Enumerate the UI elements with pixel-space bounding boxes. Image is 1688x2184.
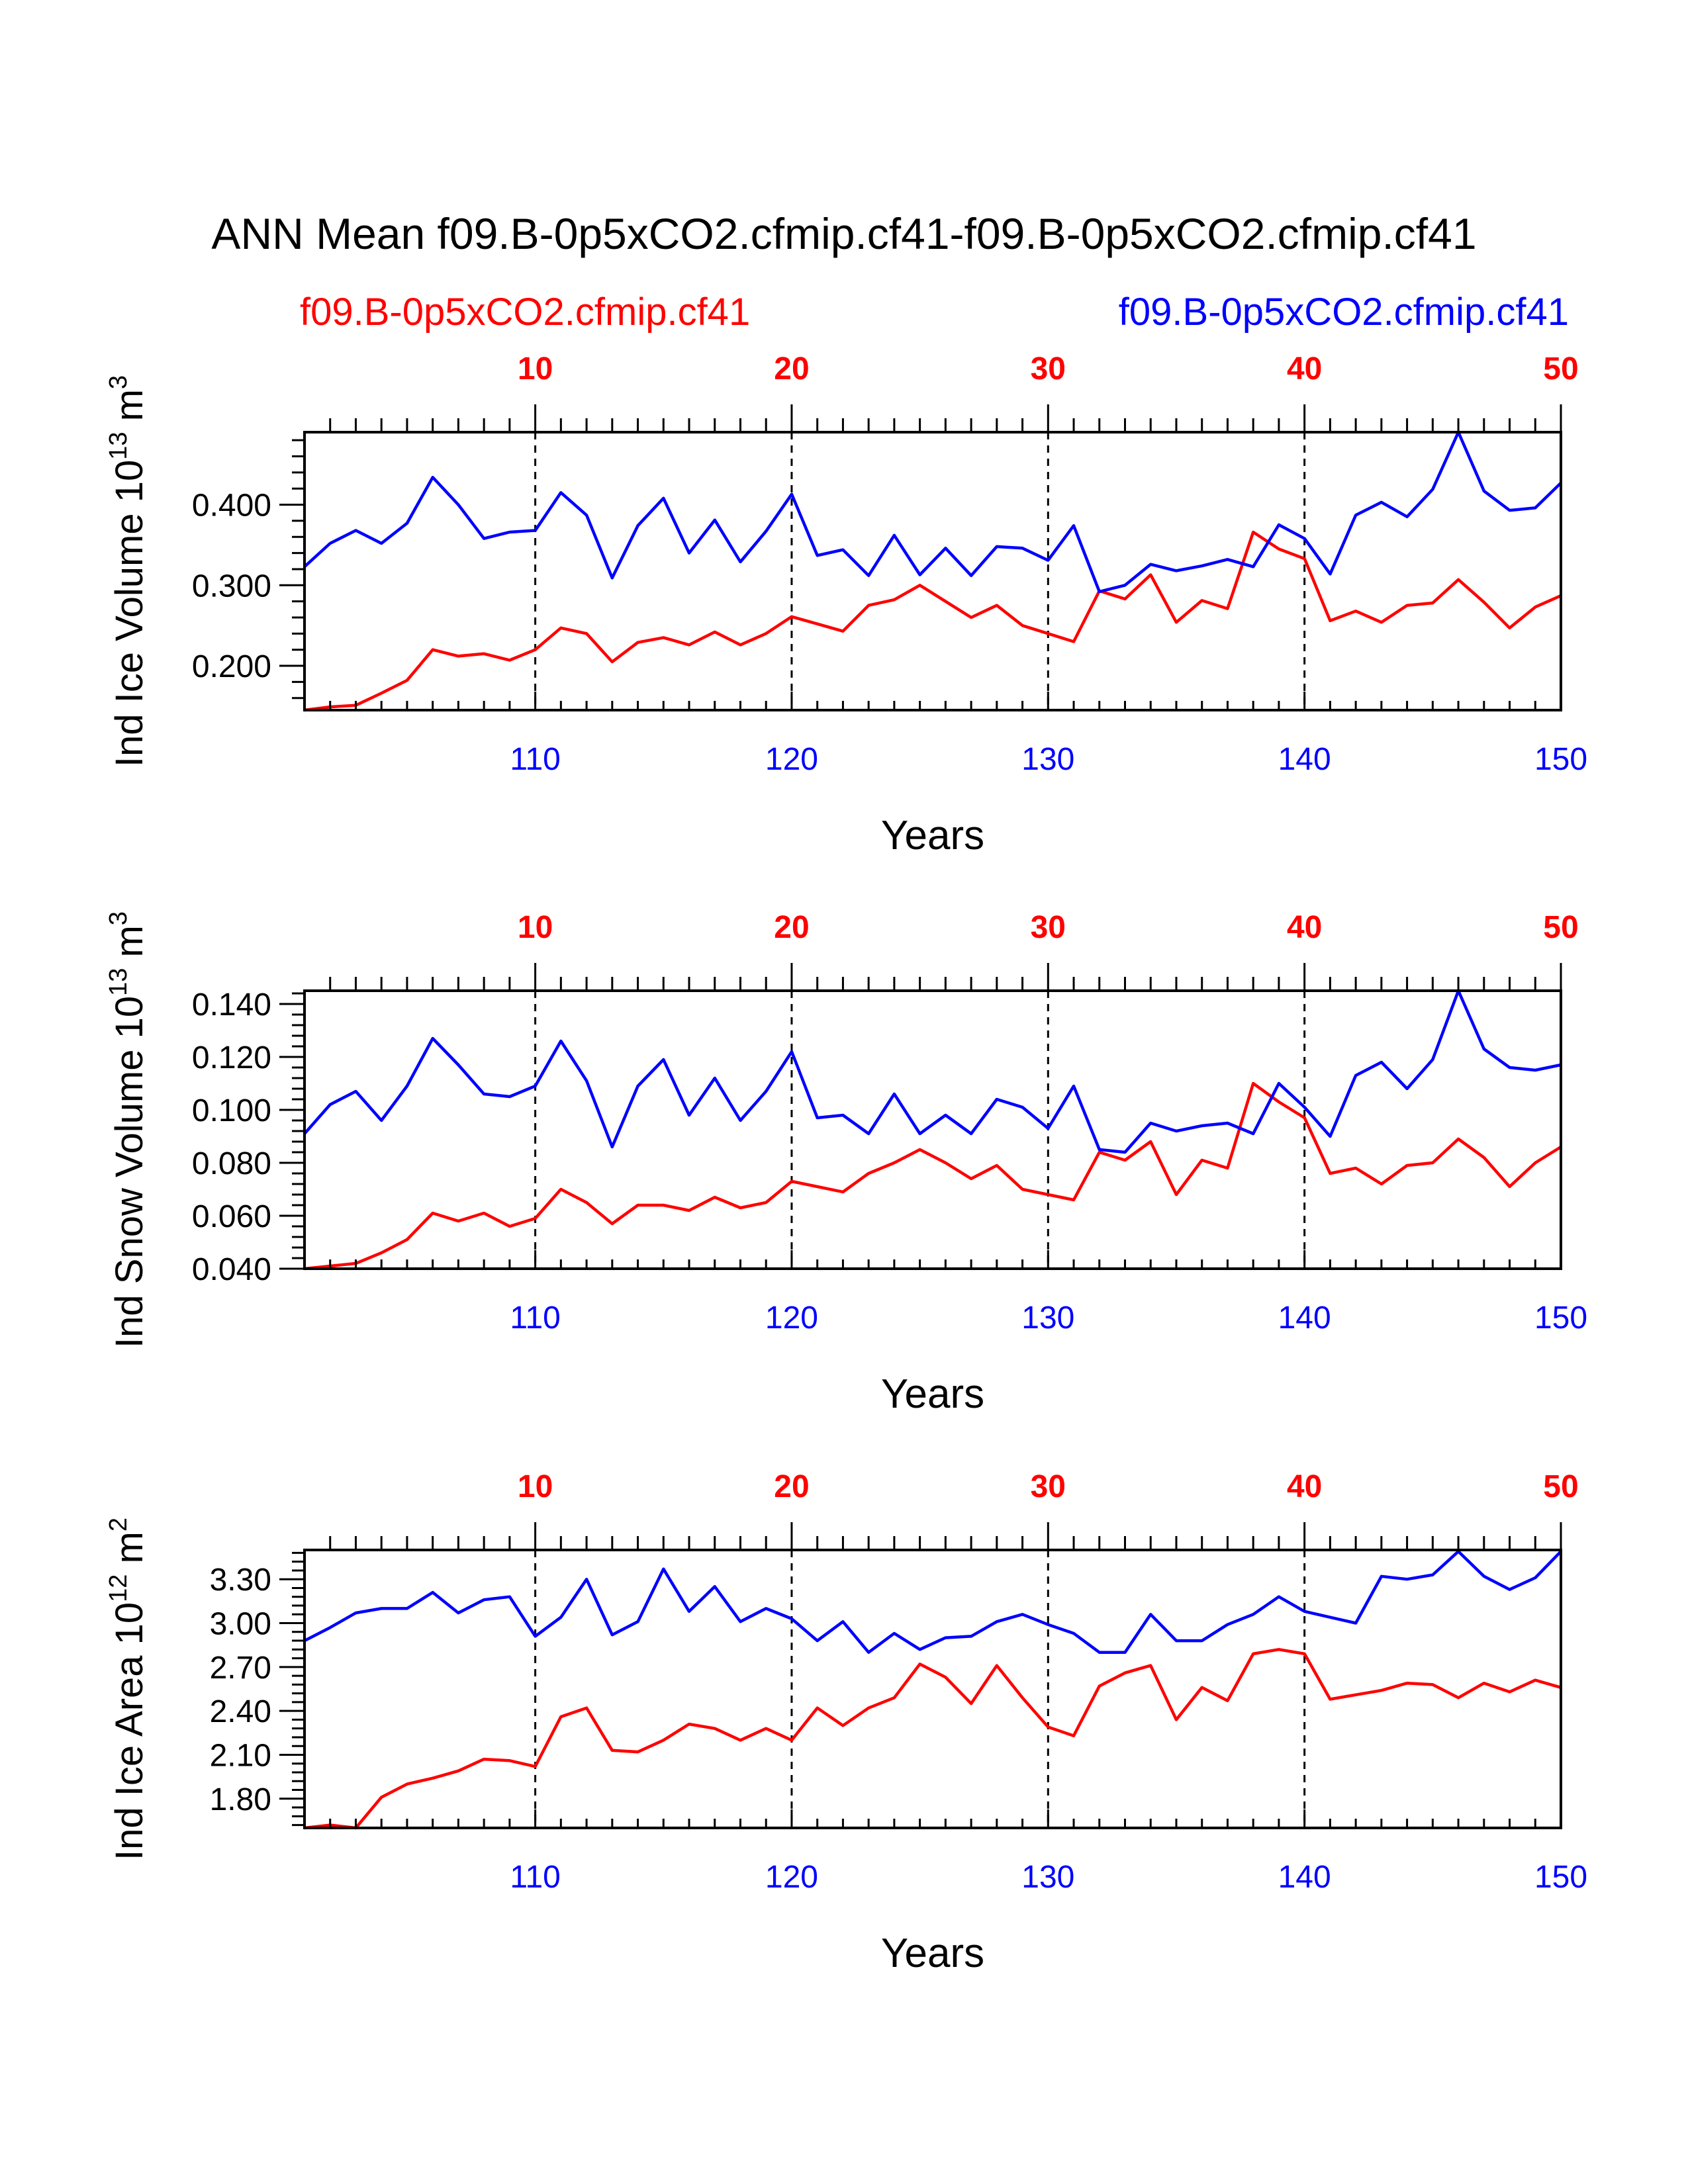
x-tick-label-top: 10	[518, 351, 553, 387]
y-axis-label-unit: m	[108, 925, 151, 968]
x-tick-label-top: 30	[1031, 910, 1066, 945]
y-axis-label-exponent: 13	[105, 432, 132, 459]
y-axis-label-unit-exponent: 2	[105, 1518, 132, 1531]
y-tick-label: 0.300	[192, 569, 271, 604]
x-tick-label-bottom: 140	[1278, 742, 1331, 777]
y-tick-label: 2.40	[210, 1694, 271, 1729]
x-tick-label-bottom: 150	[1534, 742, 1587, 777]
y-tick-label: 0.080	[192, 1146, 271, 1181]
y-tick-label: 0.040	[192, 1252, 271, 1287]
x-tick-label-bottom: 150	[1534, 1300, 1587, 1336]
x-tick-label-bottom: 120	[765, 1860, 818, 1895]
legend-red-series: f09.B-0p5xCO2.cfmip.cf41	[300, 291, 750, 334]
y-tick-label: 3.30	[210, 1563, 271, 1598]
x-tick-label-bottom: 140	[1278, 1300, 1331, 1336]
series-line-red	[304, 530, 1562, 712]
y-axis-label-exponent: 12	[105, 1574, 132, 1602]
x-tick-label-bottom: 110	[510, 1300, 561, 1336]
x-tick-label-bottom: 140	[1278, 1860, 1331, 1895]
x-tick-label-bottom: 120	[765, 742, 818, 777]
x-tick-label-bottom: 120	[765, 1300, 818, 1336]
chart-panels: 0.200 0.300 0.400 110 120 130 140 150 10 20 30 40 50…	[105, 351, 1587, 1976]
series-line-red	[304, 1648, 1562, 1830]
y-axis-label-unit-exponent: 3	[105, 375, 132, 389]
x-tick-label-top: 50	[1543, 351, 1578, 387]
x-tick-label-top: 40	[1287, 1469, 1322, 1504]
y-axis-label: Ind Ice Area 1012 m2	[105, 1518, 151, 1860]
x-tick-label-top: 10	[518, 1469, 553, 1504]
y-tick-label: 0.060	[192, 1199, 271, 1234]
series-line-blue	[303, 1549, 1562, 1654]
x-tick-label-bottom: 110	[510, 1860, 561, 1895]
y-tick-label: 0.400	[192, 488, 271, 523]
y-tick-label: 1.80	[210, 1782, 271, 1817]
x-tick-label-bottom: 150	[1534, 1860, 1587, 1895]
panel-3: 1.80 2.10 2.40 2.70 3.00 3.30 110 120 130 140 150 1…	[105, 1469, 1587, 1976]
y-tick-label: 0.140	[192, 987, 271, 1023]
plot-frame	[303, 1549, 1562, 1829]
x-tick-label-top: 50	[1543, 910, 1578, 945]
x-tick-label-top: 30	[1031, 1469, 1066, 1504]
y-axis-label-text: Ind Snow Volume 10	[108, 996, 151, 1348]
panel-2: 0.040 0.060 0.080 0.100 0.120 0.140 110 120 130 1…	[105, 910, 1587, 1417]
x-tick-label-bottom: 130	[1021, 1860, 1074, 1895]
y-axis-label: Ind Snow Volume 1013 m3	[105, 911, 151, 1348]
x-tick-label-top: 40	[1287, 910, 1322, 945]
y-axis-label: Ind Ice Volume 1013 m3	[105, 375, 151, 767]
y-tick-label: 2.10	[210, 1738, 271, 1773]
y-axis-label-exponent: 13	[105, 968, 132, 996]
x-tick-label-top: 20	[774, 910, 809, 945]
panel-1: 0.200 0.300 0.400 110 120 130 140 150 10 20 30 40 50…	[105, 351, 1587, 858]
x-tick-label-top: 30	[1031, 351, 1066, 387]
x-tick-label-top: 50	[1543, 1469, 1578, 1504]
y-tick-label: 3.00	[210, 1607, 271, 1642]
y-axis-label-unit-exponent: 3	[105, 911, 132, 925]
legend-blue-series: f09.B-0p5xCO2.cfmip.cf41	[1119, 291, 1569, 334]
y-tick-label: 0.100	[192, 1093, 271, 1128]
y-axis-label-text: Ind Ice Area 10	[108, 1602, 151, 1860]
x-tick-label-top: 20	[774, 351, 809, 387]
plot-frame	[303, 989, 1562, 1270]
x-axis-label: Years	[881, 1371, 984, 1417]
y-axis-label-text: Ind Ice Volume 10	[108, 460, 151, 767]
x-tick-label-top: 20	[774, 1469, 809, 1504]
y-tick-label: 2.70	[210, 1651, 271, 1686]
series-line-blue	[303, 430, 1562, 594]
series-line-red	[304, 1081, 1562, 1271]
y-tick-label: 0.120	[192, 1040, 271, 1075]
x-tick-label-top: 40	[1287, 351, 1322, 387]
y-axis-label-unit: m	[108, 389, 151, 432]
x-tick-label-bottom: 130	[1021, 742, 1074, 777]
y-axis-label-unit: m	[108, 1531, 151, 1574]
series-line-blue	[303, 989, 1562, 1154]
chart-title: ANN Mean f09.B-0p5xCO2.cfmip.cf41-f09.B-…	[211, 209, 1476, 258]
x-axis-label: Years	[881, 1931, 984, 1976]
x-tick-label-bottom: 110	[510, 742, 561, 777]
x-tick-label-top: 10	[518, 910, 553, 945]
y-tick-label: 0.200	[192, 649, 271, 684]
x-tick-label-bottom: 130	[1021, 1300, 1074, 1336]
plot-frame	[303, 431, 1562, 711]
x-axis-label: Years	[881, 813, 984, 858]
